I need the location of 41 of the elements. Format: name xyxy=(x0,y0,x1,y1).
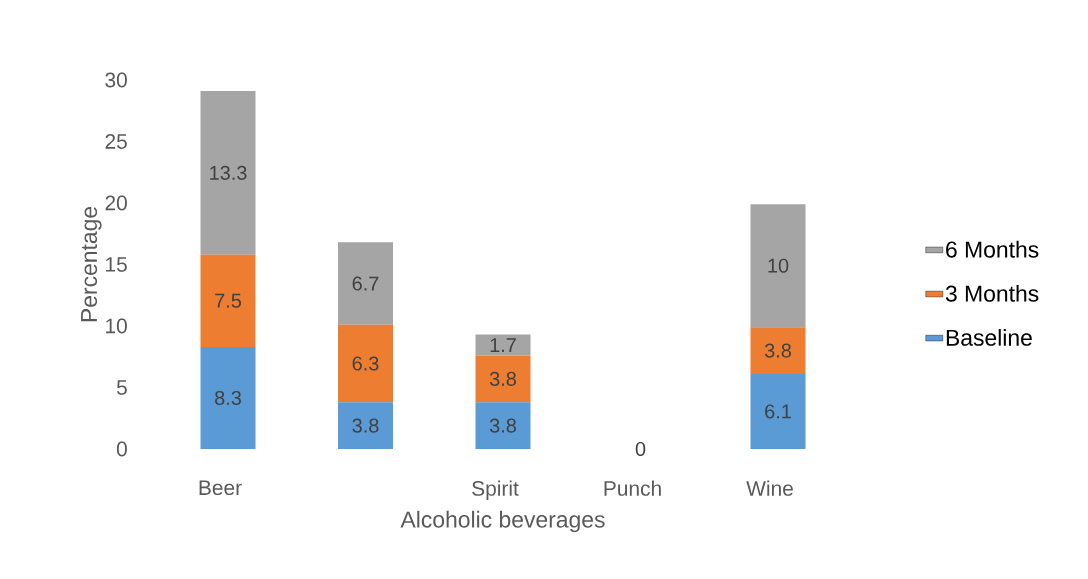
data-label: 10 xyxy=(768,258,789,273)
x-axis-title: Alcoholic beverages xyxy=(400,510,605,533)
data-label: 6.7 xyxy=(352,276,379,291)
x-tick-label: Punch xyxy=(604,480,661,496)
x-tick-label: Beer xyxy=(199,480,242,496)
data-label: 6.1 xyxy=(765,404,791,419)
data-label: 3.8 xyxy=(764,343,791,358)
data-label: 3.8 xyxy=(352,418,379,433)
y-tick-label: 20 xyxy=(105,195,127,211)
y-tick-label: 5 xyxy=(116,380,127,395)
data-label: 7.5 xyxy=(215,293,242,308)
data-label: 3.8 xyxy=(489,371,516,386)
y-tick-label: 0 xyxy=(116,441,127,457)
y-axis-title: Percentage xyxy=(81,206,102,322)
data-label: 0 xyxy=(635,441,646,457)
data-label: 6.3 xyxy=(352,356,379,371)
bar xyxy=(475,355,531,403)
y-tick-label: 15 xyxy=(106,257,127,272)
bar xyxy=(750,204,806,328)
bar xyxy=(200,91,256,255)
legend-label: 6 Months xyxy=(946,240,1039,258)
y-tick-label: 30 xyxy=(105,72,127,88)
bar xyxy=(338,402,394,449)
data-label: 3.8 xyxy=(489,418,516,433)
bar xyxy=(338,242,394,325)
bar xyxy=(475,334,531,356)
y-tick-label: 10 xyxy=(106,318,127,334)
data-label: 13.3 xyxy=(210,165,247,180)
x-tick-label: Wine xyxy=(746,480,793,496)
x-tick-label: Spirit xyxy=(472,480,519,501)
y-tick-label: 25 xyxy=(105,134,127,149)
bar xyxy=(200,254,256,347)
legend-label: 3 Months xyxy=(945,284,1039,302)
bar xyxy=(750,327,806,374)
bar xyxy=(338,324,394,403)
bar xyxy=(475,402,531,449)
data-label: 8.3 xyxy=(215,390,241,405)
legend-label: Baseline xyxy=(946,329,1032,346)
bar xyxy=(200,346,256,449)
data-label: 1.7 xyxy=(490,338,516,352)
bar xyxy=(750,373,806,449)
